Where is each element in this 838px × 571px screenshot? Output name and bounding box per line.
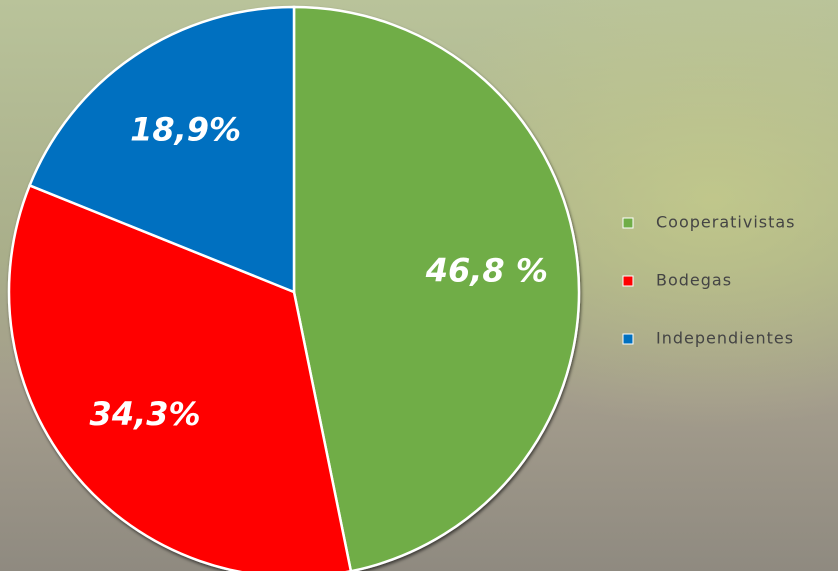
- value-label: 46,8 %: [425, 252, 548, 290]
- pie-slice: [28, 5, 296, 294]
- value-labels: 46,8 % 34,3% 18,9%: [90, 110, 548, 433]
- legend-label: Cooperativistas: [656, 213, 796, 232]
- value-label: 34,3%: [90, 395, 201, 433]
- legend-swatch: [622, 217, 634, 229]
- legend-label: Bodegas: [656, 271, 732, 290]
- legend-label: Independientes: [656, 329, 794, 348]
- pie: [7, 5, 581, 571]
- legend-swatch: [622, 275, 634, 287]
- legend-swatch: [622, 333, 634, 345]
- pie-slice: [7, 183, 353, 571]
- legend: Cooperativistas Bodegas Independientes: [622, 213, 796, 348]
- value-label: 18,9%: [130, 110, 241, 148]
- pie-slice: [292, 5, 581, 571]
